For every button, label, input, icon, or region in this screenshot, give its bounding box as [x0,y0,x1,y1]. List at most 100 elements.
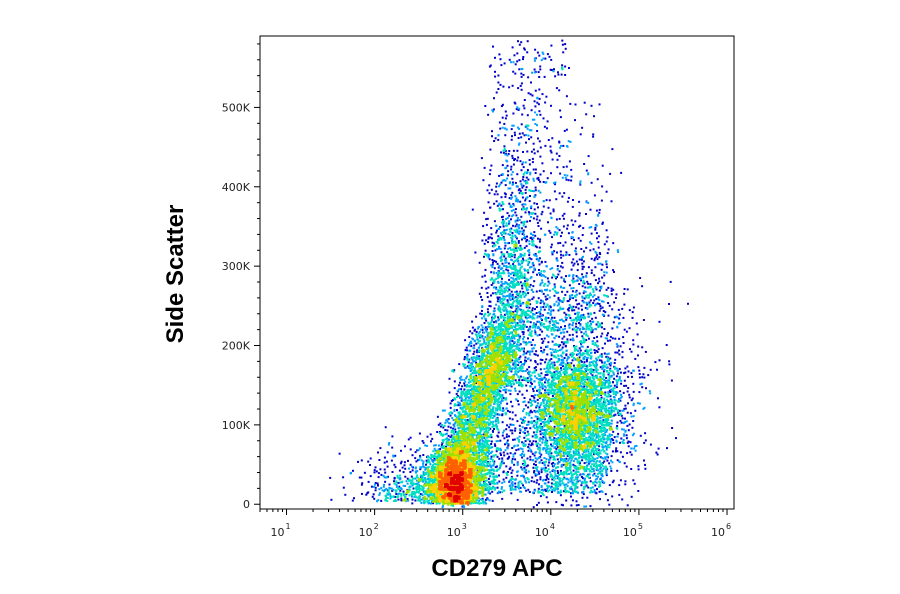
data-point [522,370,525,372]
data-point [614,351,617,354]
data-point [536,215,539,218]
data-point [512,277,515,280]
data-point [527,299,530,302]
data-point [522,484,524,487]
data-point [546,446,548,449]
data-point [588,461,591,464]
data-point [553,441,556,444]
data-point [440,434,443,436]
data-point [469,394,472,397]
data-point [484,336,487,339]
data-point [428,501,431,504]
data-point [444,421,447,424]
data-point [493,462,496,465]
data-point [559,172,562,175]
data-point [361,492,363,495]
data-point [561,307,564,310]
data-point [544,288,546,291]
data-point [544,233,547,236]
data-point [564,241,567,244]
data-point [509,293,512,295]
data-point [544,378,547,381]
data-point [505,285,508,288]
data-point [545,370,548,373]
data-point [522,419,525,422]
data-point [571,359,574,362]
data-point [580,385,583,388]
data-point [621,409,624,412]
data-point [606,459,609,462]
data-point [596,237,598,240]
data-point [527,401,530,404]
data-point [608,372,611,374]
data-point [564,409,567,412]
data-point [484,327,487,330]
data-point [537,297,540,300]
data-point [492,282,495,285]
data-point [631,375,633,378]
data-point [405,493,408,496]
data-point [492,460,494,463]
data-point [529,266,531,269]
data-point [495,398,498,401]
data-point [539,377,542,380]
data-point [602,467,605,470]
data-point [605,229,608,232]
data-point [591,486,594,489]
data-point [479,339,481,342]
data-point [512,240,515,243]
data-point [568,314,571,317]
data-point [517,448,520,451]
data-point [559,373,562,376]
data-point [508,86,511,89]
data-point [527,262,530,264]
data-point [498,174,501,177]
data-point [607,379,610,382]
data-point [550,246,553,249]
data-point [515,200,518,203]
data-point [562,385,565,388]
data-point [586,464,589,467]
data-point [506,160,509,163]
data-point [593,259,596,262]
data-point [528,375,531,378]
data-point [558,229,561,232]
data-point [536,504,538,506]
data-point [510,209,513,212]
data-point [530,344,533,346]
data-point [580,367,583,370]
data-point [390,459,393,462]
data-point [400,499,403,502]
data-point [520,294,522,297]
data-point [478,416,481,419]
data-point [596,363,599,366]
data-point [476,412,479,414]
data-point [610,388,613,391]
data-point [521,462,524,465]
data-point [500,288,503,291]
data-point [516,126,519,129]
data-point [566,174,569,177]
data-point [572,452,575,455]
data-point [534,361,537,364]
data-point [558,370,561,373]
data-point [509,230,512,233]
data-point [536,97,539,100]
data-point [603,243,606,246]
data-point [422,462,425,465]
data-point [485,330,488,333]
data-point [525,360,528,363]
data-point [641,346,644,349]
data-point [540,453,543,456]
data-point [573,347,576,350]
data-point [493,326,496,329]
data-point [548,289,551,292]
data-point [601,263,604,266]
data-point [511,196,513,199]
data-point [564,325,566,328]
data-point [488,65,491,68]
data-point [383,483,385,486]
data-point [498,246,500,249]
data-point [531,288,534,291]
data-point [500,449,502,452]
